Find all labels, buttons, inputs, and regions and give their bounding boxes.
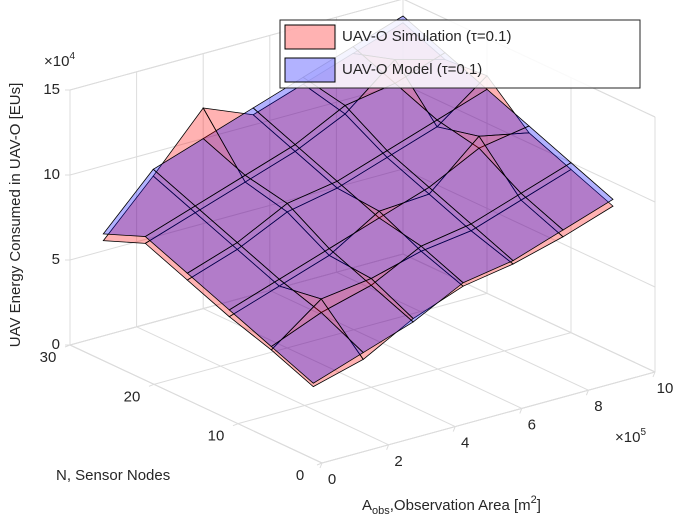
y-tick-label: 20 xyxy=(124,388,141,405)
y-tick xyxy=(148,383,155,387)
legend-label: UAV-O Model (τ=0.1) xyxy=(342,61,482,78)
grid-line xyxy=(69,168,404,261)
x-tick xyxy=(319,462,323,469)
grid-line xyxy=(153,292,488,385)
x-exponent: ×105 xyxy=(615,427,646,446)
z-tick-label: 5 xyxy=(52,251,60,268)
x-axis-label: Aobs,Observation Area [m2] xyxy=(362,494,541,517)
x-label-part: ,Observation Area [m xyxy=(390,497,531,514)
grid-line xyxy=(237,332,572,425)
grid-line xyxy=(402,83,656,203)
x-tick xyxy=(585,390,589,396)
z-tick-label: 0 xyxy=(52,336,60,353)
x-label-part: ] xyxy=(537,497,541,514)
grid-line xyxy=(136,326,389,446)
z-axis-label: UAV Energy Consumed in UAV-O [EUs] xyxy=(7,83,24,348)
x-label-sub: obs xyxy=(372,505,390,517)
legend: UAV-O Simulation (τ=0.1) UAV-O Model (τ=0… xyxy=(279,19,641,89)
surface-patch xyxy=(270,298,364,388)
y-tick-label: 30 xyxy=(40,349,57,366)
y-tick xyxy=(316,462,323,466)
grid-line xyxy=(269,289,523,409)
x-tick xyxy=(519,408,523,414)
grid-line xyxy=(69,253,404,346)
z-exp-base: ×10 xyxy=(44,53,69,70)
x-label-sup: 2 xyxy=(531,494,537,506)
x-tick-label: 10 xyxy=(657,380,674,397)
x-axis xyxy=(321,371,656,464)
x-tick-label: 8 xyxy=(594,398,602,415)
legend-label: UAV-O Simulation (τ=0.1) xyxy=(342,28,511,45)
legend-swatch xyxy=(284,57,336,83)
z-tick-label: 10 xyxy=(43,166,60,183)
legend-swatch xyxy=(284,24,336,50)
x-tick-label: 0 xyxy=(328,471,336,488)
z-exp-power: 4 xyxy=(69,51,75,62)
y-axis xyxy=(69,344,323,464)
grid-line xyxy=(402,253,656,373)
y-tick xyxy=(232,423,239,427)
x-exp-power: 5 xyxy=(640,427,646,438)
grid-line xyxy=(69,0,402,91)
z-tick-label: 15 xyxy=(43,81,60,98)
x-tick xyxy=(452,426,456,432)
y-tick-label: 0 xyxy=(296,467,304,484)
grid-line xyxy=(69,83,404,176)
surface-patch xyxy=(270,312,364,384)
surfaces xyxy=(102,15,614,388)
grid-line xyxy=(402,168,656,288)
x-tick-label: 4 xyxy=(461,435,469,452)
x-label-part: A xyxy=(362,497,372,514)
grid-line xyxy=(202,308,456,428)
x-tick-label: 6 xyxy=(528,416,536,433)
y-tick-label: 10 xyxy=(208,428,225,445)
x-tick-label: 2 xyxy=(394,453,402,470)
x-tick xyxy=(386,444,390,450)
z-exponent: ×104 xyxy=(44,51,75,70)
legend-box xyxy=(279,19,641,89)
x-exp-base: ×10 xyxy=(615,429,640,446)
y-axis-label: N, Sensor Nodes xyxy=(56,467,170,484)
x-tick xyxy=(652,371,656,378)
